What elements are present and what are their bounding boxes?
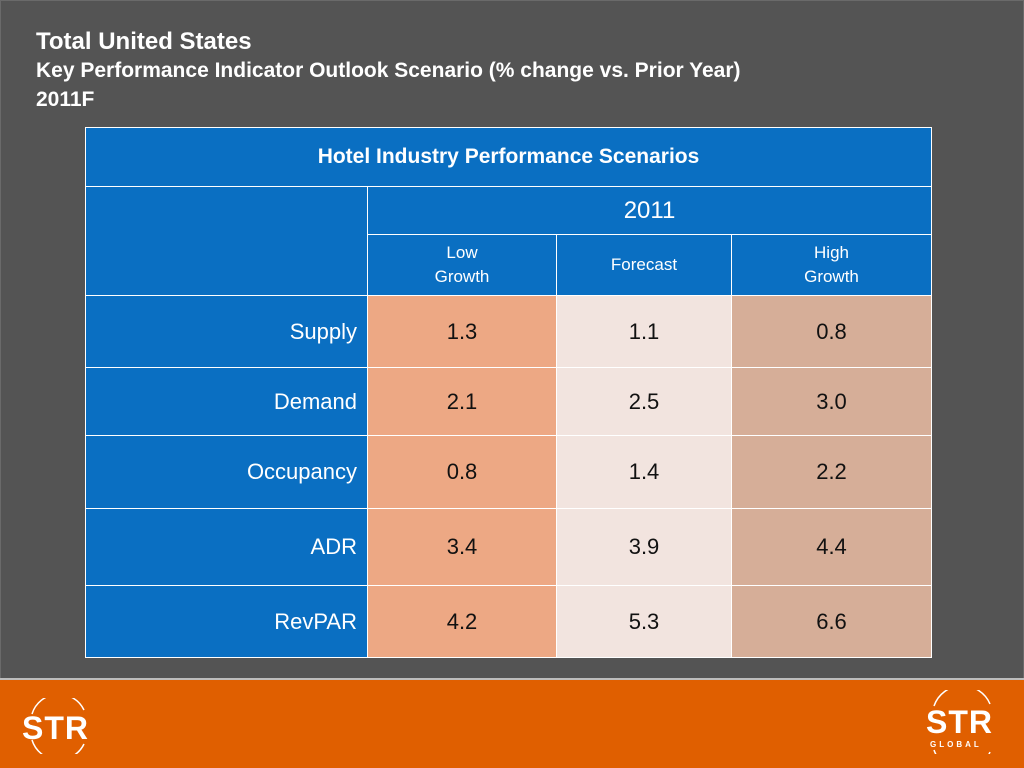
column-header-forecast: Forecast — [556, 234, 732, 296]
value-cell: 2.5 — [556, 367, 732, 436]
value-cell: 1.4 — [556, 435, 732, 509]
table-header: Hotel Industry Performance Scenarios — [85, 127, 932, 187]
value-cell: 5.3 — [556, 585, 732, 658]
value-cell: 6.6 — [731, 585, 932, 658]
row-label-occupancy: Occupancy — [85, 435, 368, 509]
slide-title: Total United States Key Performance Indi… — [36, 27, 741, 114]
value-cell: 2.1 — [367, 367, 557, 436]
str-global-logo: STR GLOBAL — [920, 690, 1004, 754]
title-line-3: 2011F — [36, 88, 95, 111]
value-cell: 3.4 — [367, 508, 557, 586]
value-cell: 1.3 — [367, 295, 557, 368]
logo-right-subtext: GLOBAL — [930, 740, 982, 749]
column-header-line: Growth — [804, 267, 859, 286]
title-line-2: Key Performance Indicator Outlook Scenar… — [36, 59, 741, 82]
performance-table: Hotel Industry Performance Scenarios 201… — [85, 127, 932, 658]
table-row: Occupancy 0.8 1.4 2.2 — [85, 435, 932, 509]
value-cell: 4.4 — [731, 508, 932, 586]
value-cell: 4.2 — [367, 585, 557, 658]
logo-left-text: STR — [22, 710, 89, 746]
column-header-high-growth: High Growth — [731, 234, 932, 296]
column-header-line: High — [814, 243, 849, 262]
table-row: RevPAR 4.2 5.3 6.6 — [85, 585, 932, 658]
row-label-adr: ADR — [85, 508, 368, 586]
value-cell: 0.8 — [367, 435, 557, 509]
value-cell: 1.1 — [556, 295, 732, 368]
table-row: ADR 3.4 3.9 4.4 — [85, 508, 932, 586]
row-label-supply: Supply — [85, 295, 368, 368]
column-header-line: Growth — [434, 267, 490, 286]
logo-ring-icon — [933, 690, 991, 754]
column-header-low-growth: Low Growth — [367, 234, 557, 296]
value-cell: 2.2 — [731, 435, 932, 509]
row-label-revpar: RevPAR — [85, 585, 368, 658]
row-label-demand: Demand — [85, 367, 368, 436]
column-header-line: Forecast — [610, 255, 678, 274]
logo-ring-icon — [31, 698, 85, 754]
logo-right-text: STR — [926, 704, 993, 740]
value-cell: 0.8 — [731, 295, 932, 368]
title-line-1: Total United States — [36, 28, 252, 55]
year-header: 2011 — [367, 186, 932, 235]
footer-bar: STR STR GLOBAL — [0, 680, 1024, 768]
str-logo: STR — [22, 698, 102, 754]
footer-divider — [0, 678, 1024, 680]
column-header-line: Low — [446, 243, 478, 262]
value-cell: 3.0 — [731, 367, 932, 436]
table-row: Demand 2.1 2.5 3.0 — [85, 367, 932, 436]
value-cell: 3.9 — [556, 508, 732, 586]
table-row: Supply 1.3 1.1 0.8 — [85, 295, 932, 368]
empty-corner-cell — [85, 186, 368, 296]
